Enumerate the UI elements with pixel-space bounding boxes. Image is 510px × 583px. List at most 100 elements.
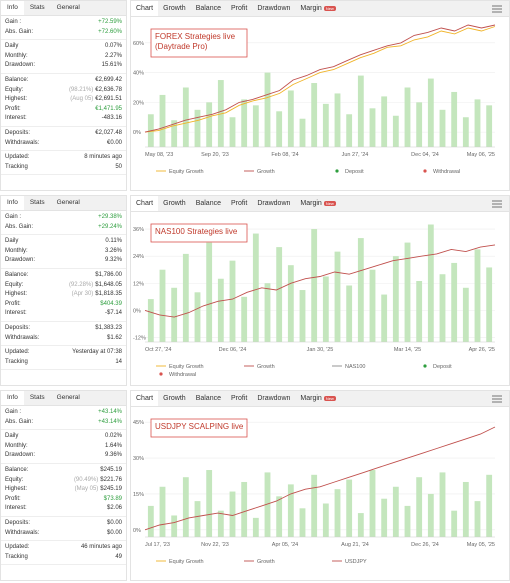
stat-value: $2.06 — [106, 505, 122, 512]
chart-tab[interactable]: Growth — [163, 200, 186, 207]
stat-label: Balance: — [5, 76, 29, 83]
tab[interactable]: Info — [1, 1, 24, 15]
bar — [416, 281, 423, 342]
tab[interactable]: General — [56, 394, 80, 401]
chart-tab[interactable]: Profit — [230, 395, 248, 402]
legend-label[interactable]: Deposit — [433, 364, 452, 370]
chart-tab[interactable]: Margin New — [300, 395, 336, 402]
settings-icon[interactable] — [491, 4, 503, 14]
chart-tab[interactable]: Chart — [131, 391, 159, 406]
bar — [194, 109, 201, 147]
tab[interactable]: General — [56, 199, 80, 206]
info-tabs: Info Stats General — [1, 1, 126, 16]
bar — [474, 249, 481, 342]
x-tick-label: Mar 14, '25 — [394, 347, 421, 353]
chart-tab[interactable]: Growth — [163, 395, 186, 402]
chart-tab[interactable]: Chart — [131, 1, 159, 16]
legend-label[interactable]: Withdrawal — [169, 372, 196, 378]
stat-value-wrap: +43.14% — [98, 418, 122, 428]
chart-tab[interactable]: Margin New — [300, 5, 336, 12]
chart-tab[interactable]: Profit — [230, 200, 248, 207]
legend-label[interactable]: Growth — [257, 169, 275, 175]
info-tabs: Info Stats General — [1, 391, 126, 406]
tab[interactable]: Info — [1, 391, 24, 405]
x-tick-label: Dec 04, '24 — [411, 152, 439, 158]
legend-label[interactable]: Growth — [257, 364, 275, 370]
legend-label[interactable]: Equity Growth — [169, 559, 204, 565]
chart-tab[interactable]: Drawdown — [257, 395, 291, 402]
title-box — [150, 223, 248, 243]
chart: 0% 20% 40% 60% May 08, '23 Sep 20, '23 Feb 08,… — [133, 24, 496, 175]
chart-title: USDJPY SCALPING live — [155, 422, 244, 431]
legend-label[interactable]: Equity Growth — [169, 364, 204, 370]
stat-label: Updated: — [5, 349, 30, 356]
legend-label[interactable]: USDJPY — [345, 559, 367, 565]
stat-value-wrap: $1,786.00 — [95, 271, 122, 281]
widget: Info Stats General Gain : +72.59% Abs. Gain: +… — [0, 0, 510, 191]
bar — [404, 242, 411, 342]
tab[interactable]: Stats — [29, 4, 45, 11]
stat-label: Drawdown: — [5, 257, 36, 264]
chart-tab[interactable]: Balance — [195, 200, 221, 207]
stat-row: Equity: (92.28%) $1,648.05 — [5, 281, 122, 291]
y-tick-label: 40% — [133, 71, 144, 77]
stat-note: (98.21%) — [68, 86, 94, 93]
chart-tab[interactable]: Balance — [195, 5, 221, 12]
bar — [217, 510, 224, 537]
bar — [229, 117, 236, 147]
stat-row: Daily 0.07% — [5, 42, 122, 52]
growth-line — [144, 244, 496, 318]
stat-row: Abs. Gain: +43.14% — [5, 418, 122, 428]
legend-label[interactable]: Equity Growth — [169, 169, 204, 175]
x-tick-label: Nov 22, '23 — [201, 542, 229, 548]
legend-label[interactable]: Withdrawal — [433, 169, 460, 175]
legend-label[interactable]: Growth — [257, 559, 275, 565]
stat-group: Updated: 8 minutes ago Tracking 50 — [1, 151, 126, 176]
settings-icon[interactable] — [491, 199, 503, 209]
stat-value-wrap: 9.36% — [105, 451, 122, 461]
stat-label: Tracking — [5, 163, 28, 170]
chart-tabs: Chart Growth Balance Profit Drawdown Margin Ne… — [131, 196, 509, 212]
chart-tab[interactable]: Drawdown — [257, 5, 291, 12]
chart: -12% 0% 12% 24% 36% Oct 27, '24 Dec 06, '24 Jan… — [133, 223, 496, 378]
stat-row: Daily 0.11% — [5, 237, 122, 247]
bar — [392, 256, 399, 342]
bar — [194, 292, 201, 342]
stat-value: $404.39 — [100, 300, 122, 307]
tab[interactable]: Stats — [29, 394, 45, 401]
x-tick-label: May 05, '25 — [467, 542, 495, 548]
chart-tab[interactable]: Drawdown — [257, 200, 291, 207]
chart-tab[interactable]: Chart — [131, 196, 159, 211]
chart-tab[interactable]: Balance — [195, 395, 221, 402]
bar — [486, 267, 493, 342]
stat-row: Updated: 46 minutes ago — [5, 543, 122, 553]
bar — [159, 269, 166, 342]
stat-value: 9.32% — [104, 257, 122, 264]
stat-value: $1,648.05 — [95, 281, 122, 288]
y-tick-label: 0% — [133, 528, 141, 534]
bar — [299, 118, 306, 147]
legend-label[interactable]: NAS100 — [345, 364, 366, 370]
bar — [451, 91, 458, 147]
stat-value-wrap: +29.38% — [98, 213, 122, 223]
stat-value-wrap: (Aug 05) €2,691.51 — [70, 95, 122, 105]
new-badge: New — [323, 201, 336, 206]
stat-value: 2.27% — [104, 52, 122, 59]
legend-label[interactable]: Deposit — [345, 169, 364, 175]
stat-value: 46 minutes ago — [80, 544, 122, 551]
tab[interactable]: Stats — [29, 199, 45, 206]
stat-value-wrap: 15.61% — [102, 61, 122, 71]
chart-tab[interactable]: Growth — [163, 5, 186, 12]
chart: 0% 15% 30% 45% Jul 17, '23 Nov 22, '23 Apr 05,… — [133, 418, 496, 565]
widget: Info Stats General Gain : +43.14% Abs. Gain: +… — [0, 390, 510, 581]
chart-tab[interactable]: Profit — [230, 5, 248, 12]
stat-value: 0.11% — [105, 238, 122, 245]
bar — [206, 242, 213, 342]
stat-value: €2,699.42 — [95, 76, 122, 83]
stat-group: Deposits: €2,027.48 Withdrawals: €0.00 — [1, 127, 126, 152]
tab[interactable]: General — [56, 4, 80, 11]
tab[interactable]: Info — [1, 196, 24, 210]
bar — [404, 505, 411, 537]
chart-tab[interactable]: Margin New — [300, 200, 336, 207]
settings-icon[interactable] — [491, 394, 503, 404]
